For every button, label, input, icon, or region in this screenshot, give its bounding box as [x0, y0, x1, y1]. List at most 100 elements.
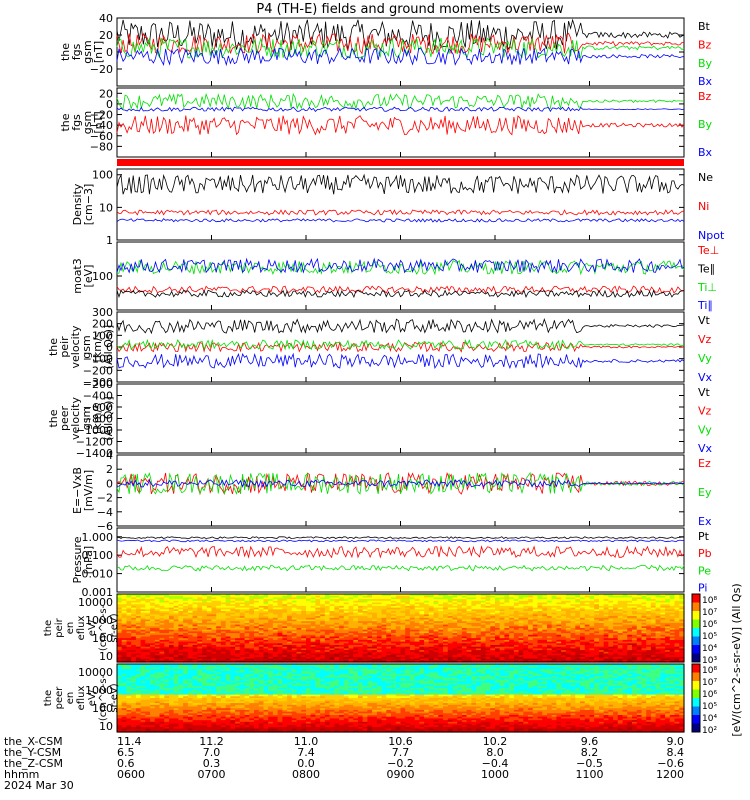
heatmap-cell [301, 624, 307, 627]
heatmap-cell [641, 651, 647, 655]
heatmap-cell [301, 599, 307, 602]
heatmap-cell [466, 629, 472, 632]
heatmap-cell [409, 643, 416, 646]
heatmap-cell [220, 604, 227, 607]
heatmap-cell [197, 631, 203, 634]
heatmap-cell [159, 616, 165, 619]
heatmap-cell [187, 616, 194, 619]
y-axis-label-line: gsm [81, 40, 94, 63]
heatmap-cell [461, 648, 468, 651]
legend-entry: Pe [698, 564, 711, 577]
heatmap-cell [419, 611, 425, 614]
heatmap-cell [159, 639, 165, 643]
heatmap-cell [537, 658, 543, 661]
heatmap-cell [528, 609, 534, 612]
heatmap-cell [225, 628, 231, 631]
heatmap-cell [580, 604, 586, 607]
heatmap-cell [622, 605, 628, 609]
heatmap-cell [617, 645, 624, 648]
heatmap-cell [145, 604, 151, 607]
heatmap-cell [627, 617, 633, 621]
heatmap-cell [150, 628, 156, 631]
y-axis-label-line: (All Qs)] [102, 396, 115, 440]
heatmap-cell [220, 633, 227, 636]
heatmap-cell [178, 655, 184, 658]
heatmap-cell [461, 619, 468, 622]
heatmap-cell [565, 607, 572, 610]
heatmap-cell [556, 636, 562, 639]
heatmap-cell [669, 651, 676, 655]
heatmap-cell [287, 612, 293, 615]
heatmap-cell [622, 646, 628, 649]
heatmap-cell [287, 626, 293, 629]
heatmap-cell [504, 634, 510, 638]
heatmap-cell [523, 643, 529, 646]
heatmap-cell [400, 600, 406, 604]
heatmap-cell [206, 629, 213, 632]
heatmap-cell [216, 636, 222, 639]
heatmap-cell [636, 641, 643, 644]
heatmap-cell [409, 634, 416, 638]
heatmap-cell [608, 614, 614, 617]
heatmap-cell [258, 602, 265, 605]
heatmap-cell [386, 604, 392, 607]
heatmap-cell [135, 604, 142, 607]
heatmap-cell [523, 609, 529, 612]
heatmap-cell [202, 638, 208, 641]
heatmap-cell [580, 612, 586, 615]
heatmap-cell [386, 638, 392, 641]
heatmap-cell [197, 595, 203, 598]
heatmap-cell [452, 658, 458, 661]
heatmap-cell [632, 648, 638, 651]
heatmap-cell [372, 594, 378, 597]
heatmap-cell [135, 594, 142, 597]
heatmap-cell [376, 648, 383, 651]
heatmap-cell [509, 643, 515, 646]
heatmap-cell [532, 626, 539, 629]
heatmap-cell [632, 638, 638, 641]
heatmap-cell [433, 629, 439, 632]
heatmap-cell [547, 619, 553, 622]
heatmap-cell [183, 621, 189, 624]
heatmap-cell [570, 597, 576, 600]
heatmap-cell [547, 600, 553, 604]
heatmap-cell [272, 636, 279, 639]
heatmap-cell [173, 633, 179, 636]
heatmap-cell [117, 616, 123, 619]
heatmap-cell [499, 594, 505, 597]
heatmap-cell [272, 616, 279, 619]
heatmap-cell [197, 619, 203, 622]
heatmap-cell [324, 607, 331, 610]
heatmap-cell [636, 653, 643, 656]
heatmap-cell [485, 604, 491, 607]
heatmap-cell [277, 660, 283, 663]
heatmap-cell [655, 609, 661, 612]
heatmap-cell [613, 595, 619, 598]
heatmap-cell [509, 633, 515, 636]
heatmap-cell [145, 624, 151, 627]
heatmap-cell [263, 597, 269, 600]
heatmap-cell [632, 658, 638, 661]
heatmap-cell [665, 656, 671, 660]
heatmap-cell [121, 631, 127, 634]
heatmap-cell [211, 648, 217, 651]
heatmap-cell [324, 609, 331, 612]
heatmap-cell [126, 660, 132, 663]
heatmap-cell [358, 614, 364, 617]
heatmap-cell [480, 636, 487, 639]
heatmap-cell [480, 604, 487, 607]
heatmap-cell [452, 607, 458, 610]
heatmap-cell [400, 609, 406, 612]
heatmap-cell [428, 626, 435, 629]
heatmap-cell [580, 616, 586, 619]
heatmap-cell [551, 605, 557, 609]
heatmap-cell [646, 648, 652, 651]
heatmap-cell [263, 643, 269, 646]
heatmap-cell [504, 641, 510, 644]
heatmap-cell [117, 621, 123, 624]
heatmap-cell [320, 655, 326, 658]
heatmap-cell [480, 634, 487, 638]
heatmap-cell [447, 645, 454, 648]
heatmap-cell [646, 633, 652, 636]
heatmap-cell [660, 616, 666, 619]
